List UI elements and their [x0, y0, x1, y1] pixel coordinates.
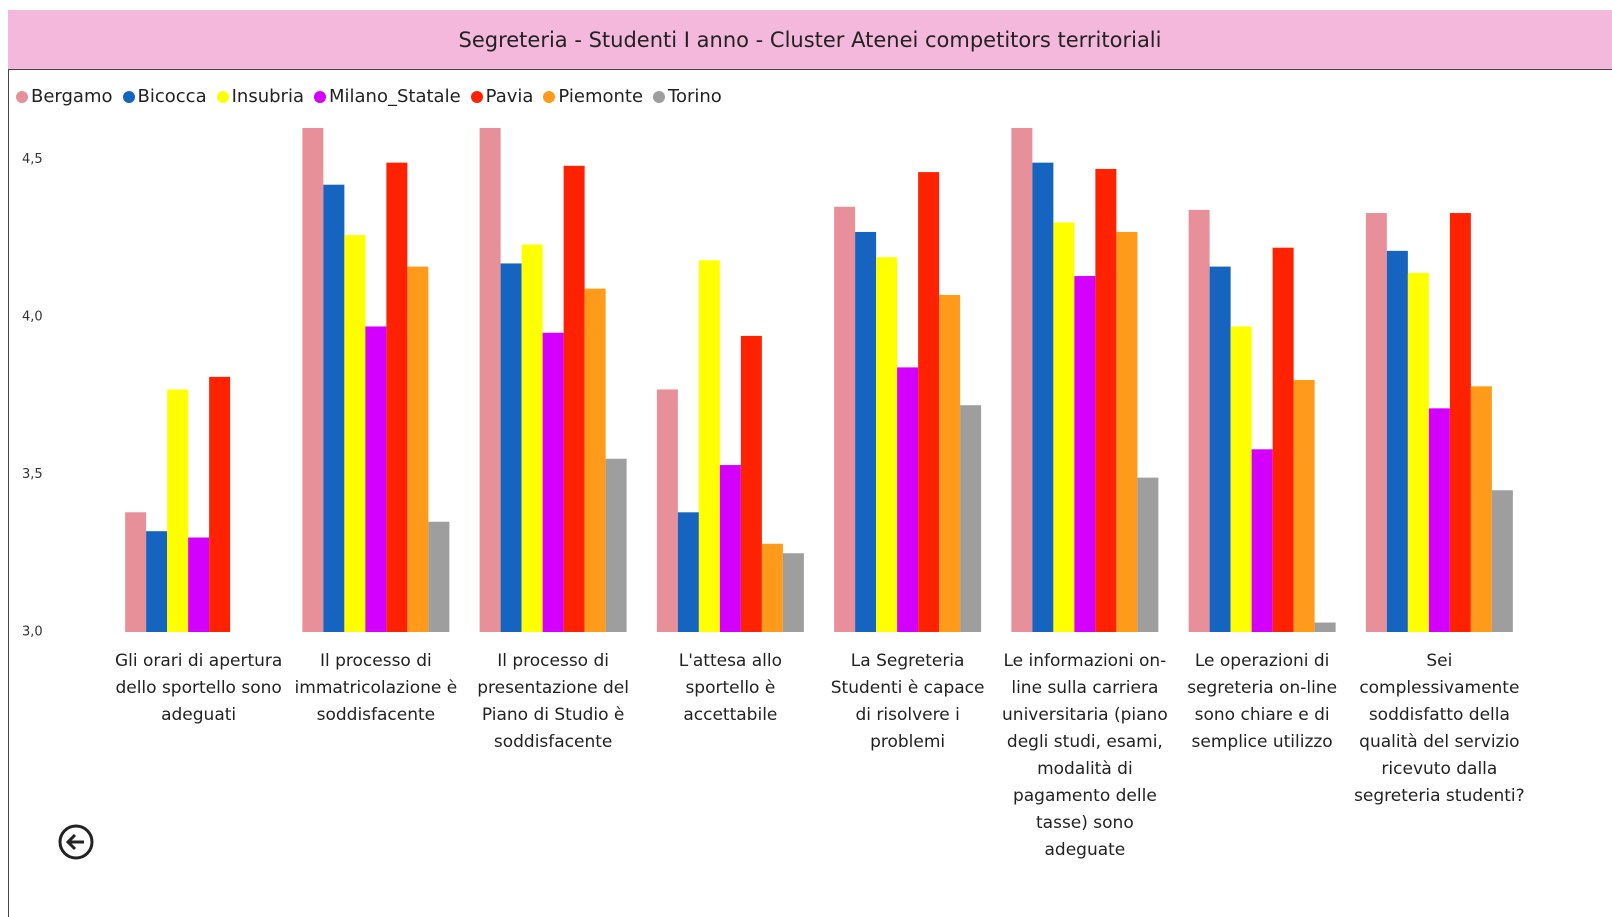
y-tick-label: 4,5 — [22, 152, 43, 167]
legend-item: Pavia — [470, 86, 534, 107]
bar — [1251, 449, 1273, 632]
bar — [677, 512, 699, 632]
legend-label: Torino — [668, 86, 722, 107]
legend-label: Bergamo — [31, 86, 113, 107]
bar — [188, 537, 210, 632]
bar — [1407, 272, 1429, 632]
bar — [876, 257, 898, 632]
bar — [1032, 162, 1054, 632]
bar — [1011, 128, 1033, 632]
legend: Bergamo Bicocca Insubria Milano_Statale Pavi… — [16, 86, 722, 107]
bar — [834, 206, 856, 632]
bar — [1209, 266, 1231, 632]
x-tick-label: Le informazioni on-line sulla carriera u… — [1002, 651, 1168, 860]
bar — [302, 128, 324, 632]
bar — [1314, 622, 1336, 632]
chart-title: Segreteria - Studenti I anno - Cluster A… — [8, 10, 1612, 70]
x-tick-label: La Segreteria Studenti è capace di risol… — [830, 651, 985, 752]
legend-item: Insubria — [216, 86, 304, 107]
bar — [1272, 247, 1294, 632]
bar — [428, 521, 450, 632]
x-tick-label: Gli orari di apertura dello sportello so… — [114, 651, 283, 725]
y-tick-label: 3,5 — [22, 467, 43, 482]
bar — [323, 184, 345, 632]
bar — [782, 553, 804, 632]
legend-item: Torino — [653, 86, 722, 107]
bar — [407, 266, 429, 632]
x-tick-label: L'attesa allo sportello è accettabile — [678, 651, 783, 725]
bar — [1074, 276, 1096, 632]
bar — [656, 389, 678, 632]
bar — [1095, 168, 1117, 632]
bar — [167, 389, 189, 632]
y-tick-label: 4,0 — [22, 310, 43, 325]
bar — [1386, 250, 1408, 632]
legend-dot — [313, 90, 326, 103]
bar — [761, 543, 783, 632]
bar — [1428, 408, 1450, 632]
bar — [1491, 490, 1513, 632]
bar — [1365, 213, 1387, 633]
legend-item: Bicocca — [122, 86, 207, 107]
legend-dot — [16, 90, 28, 103]
bar — [542, 332, 564, 632]
bar — [740, 335, 762, 632]
bar — [584, 288, 606, 632]
legend-label: Insubria — [231, 86, 304, 107]
bar — [146, 531, 168, 632]
bar — [563, 165, 585, 633]
legend-item: Piemonte — [543, 86, 643, 107]
x-tick-label: Il processo di immatricolazione è soddis… — [294, 651, 458, 725]
bar — [855, 231, 877, 632]
bar — [1230, 326, 1252, 632]
legend-dot — [543, 90, 556, 103]
bar — [1449, 213, 1471, 633]
legend-label: Milano_Statale — [328, 86, 461, 107]
x-tick-label: Le operazioni di segreteria on-line sono… — [1187, 651, 1338, 752]
back-button[interactable] — [58, 824, 94, 860]
bar — [386, 162, 408, 632]
bar — [1137, 477, 1159, 632]
bar — [605, 458, 627, 632]
bar — [1293, 380, 1315, 632]
bar — [1188, 209, 1210, 632]
x-tick-label: Sei complessivamente soddisfatto della q… — [1354, 651, 1525, 806]
bar — [500, 263, 522, 632]
legend-item: Milano_Statale — [313, 86, 461, 107]
legend-dot — [122, 90, 135, 103]
bar — [1116, 231, 1138, 632]
bar — [344, 235, 366, 632]
bar — [521, 244, 543, 633]
legend-dot — [470, 90, 483, 103]
bar — [1470, 386, 1492, 632]
y-tick-label: 3,0 — [22, 625, 43, 640]
bar — [479, 128, 501, 632]
bar — [719, 465, 741, 632]
legend-item: Bergamo — [16, 86, 113, 107]
legend-dot — [216, 90, 229, 103]
legend-label: Pavia — [485, 86, 534, 107]
legend-label: Bicocca — [137, 86, 207, 107]
bar — [698, 260, 720, 632]
legend-dot — [653, 90, 666, 103]
bar — [960, 405, 982, 632]
x-tick-label: Il processo di presentazione del Piano d… — [477, 651, 629, 752]
legend-label: Piemonte — [558, 86, 644, 107]
bar — [125, 512, 147, 632]
bar — [209, 376, 231, 632]
bar — [918, 172, 940, 632]
bar — [897, 367, 919, 632]
bar — [939, 294, 961, 632]
bar — [365, 326, 387, 632]
bar — [1053, 222, 1075, 632]
